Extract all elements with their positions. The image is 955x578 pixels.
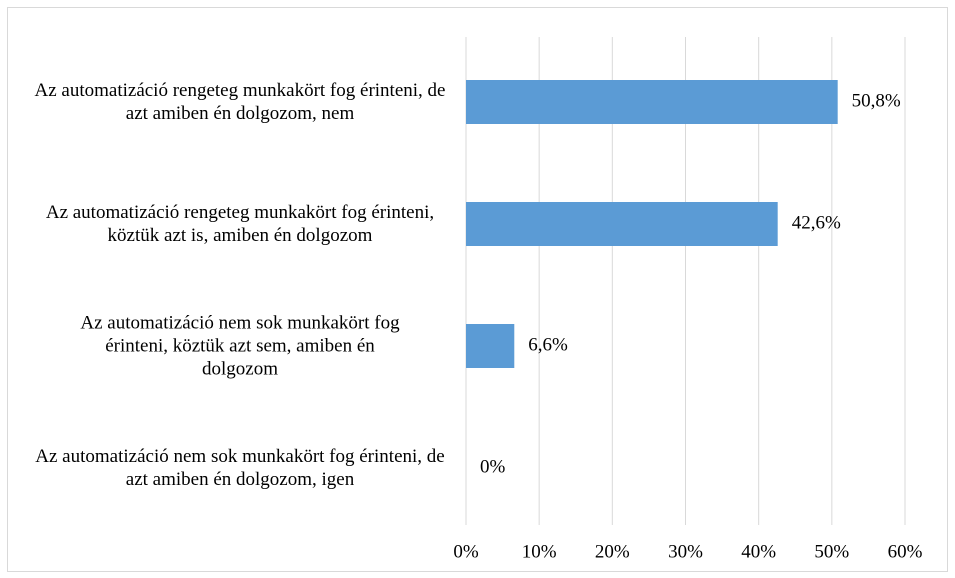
chart-border [7, 7, 948, 572]
value-label: 6,6% [528, 334, 568, 355]
x-tick-label: 20% [595, 541, 630, 562]
value-label: 50,8% [852, 90, 901, 111]
x-tick-label: 30% [668, 541, 703, 562]
bar [466, 80, 838, 124]
category-label: Az automatizáció nem sok munkakört fog é… [35, 446, 445, 490]
category-label: Az automatizáció rengeteg munkakört fog … [34, 80, 446, 124]
x-tick-label: 50% [814, 541, 849, 562]
category-label: Az automatizáció rengeteg munkakört fog … [45, 202, 435, 246]
x-tick-label: 10% [522, 541, 557, 562]
x-tick-label: 60% [888, 541, 923, 562]
bar [466, 324, 515, 368]
value-label: 0% [480, 456, 506, 477]
category-label: Az automatizáció nem sok munkakört fog é… [80, 312, 400, 380]
x-tick-label: 0% [453, 541, 479, 562]
x-tick-label: 40% [741, 541, 776, 562]
bar [466, 202, 778, 246]
value-label: 42,6% [792, 212, 841, 233]
